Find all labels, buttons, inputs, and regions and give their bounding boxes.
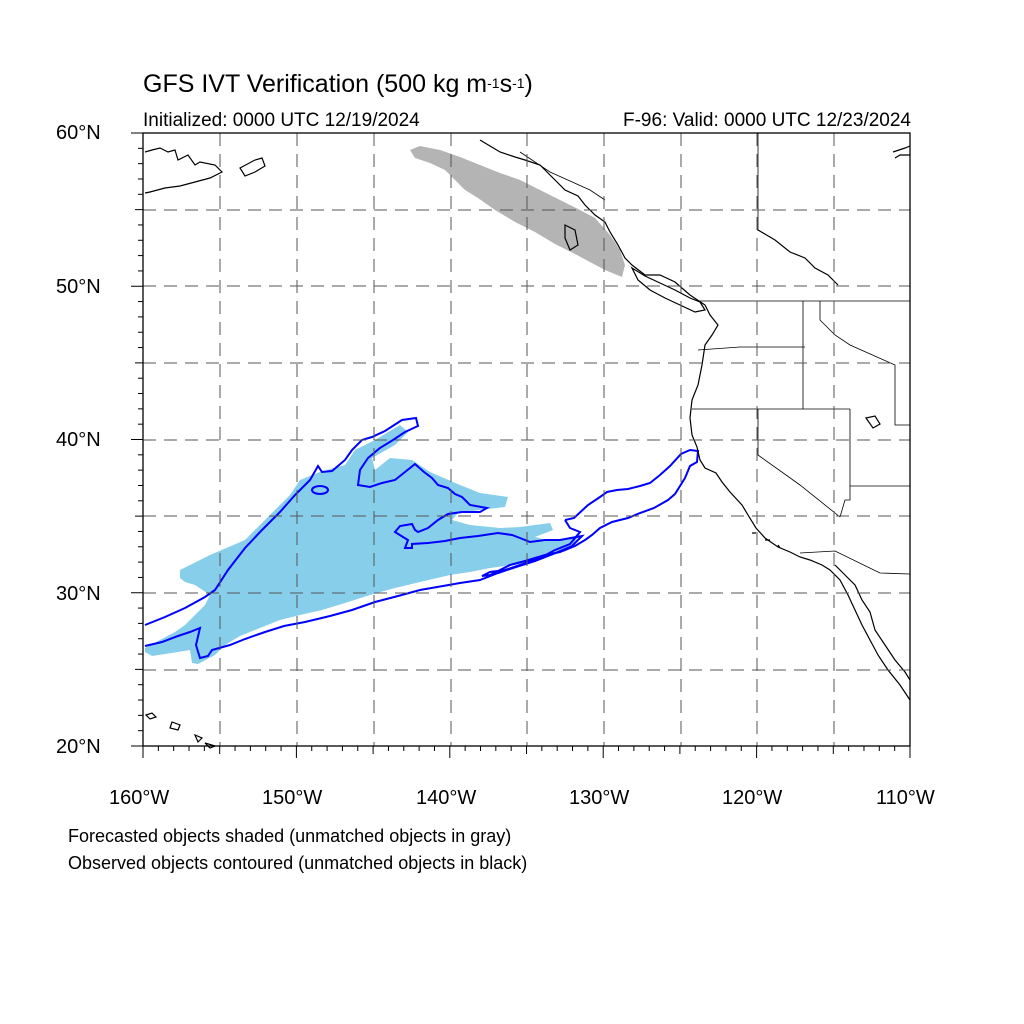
coastlines: [144, 139, 911, 749]
baja-coast-east: [834, 564, 911, 681]
forecast-unmatched-object: [410, 146, 625, 277]
idaho-border: [802, 301, 910, 426]
lon-label-120w: 120°W: [722, 787, 783, 809]
note-forecast: Forecasted objects shaded (unmatched obj…: [68, 826, 512, 846]
forecast-objects: [145, 146, 625, 664]
hudson-bay-coast: [892, 145, 911, 159]
initialized-time: Initialized: 0000 UTC 12/19/2024: [143, 110, 420, 131]
lat-lon-grid: [143, 133, 910, 746]
alaska-kodiak-coast: [239, 157, 266, 177]
lat-label-60n: 60°N: [56, 122, 101, 144]
alaska-coast: [144, 147, 224, 194]
lon-label-150w: 150°W: [262, 787, 323, 809]
great-slave-lake-coast: [757, 229, 839, 286]
us-mexico-border: [799, 550, 911, 575]
forecast-matched-object: [145, 425, 580, 664]
california-nevada-border: [757, 409, 841, 518]
lat-label-50n: 50°N: [56, 276, 101, 298]
political-boundaries: [519, 133, 911, 575]
chart-title: GFS IVT Verification (500 kg m-1s-1): [143, 70, 533, 98]
valid-time: F-96: Valid: 0000 UTC 12/23/2024: [623, 110, 911, 131]
alaska-panhandle-coast: [479, 139, 911, 701]
channel-islands: [752, 532, 781, 549]
alaska-canada-border: [519, 151, 606, 201]
hawaii-coast: [144, 712, 217, 749]
lat-label-30n: 30°N: [56, 583, 101, 605]
axis-ticks: [131, 132, 911, 758]
great-salt-lake-coast: [864, 415, 881, 429]
lon-label-160w: 160°W: [109, 787, 170, 809]
observed-small-islet-contour: [311, 485, 329, 495]
vancouver-island-coast: [630, 266, 706, 313]
washington-oregon-border: [697, 346, 805, 351]
lat-label-20n: 20°N: [56, 736, 101, 758]
lon-label-130w: 130°W: [569, 787, 630, 809]
note-observed: Observed objects contoured (unmatched ob…: [68, 853, 528, 873]
lon-label-140w: 140°W: [416, 787, 477, 809]
nevada-arizona-border: [839, 409, 851, 518]
lon-label-110w: 110°W: [876, 787, 935, 809]
lat-label-40n: 40°N: [56, 429, 101, 451]
haida-gwaii-coast: [564, 224, 579, 251]
observed-matched-object-main: [144, 416, 585, 660]
